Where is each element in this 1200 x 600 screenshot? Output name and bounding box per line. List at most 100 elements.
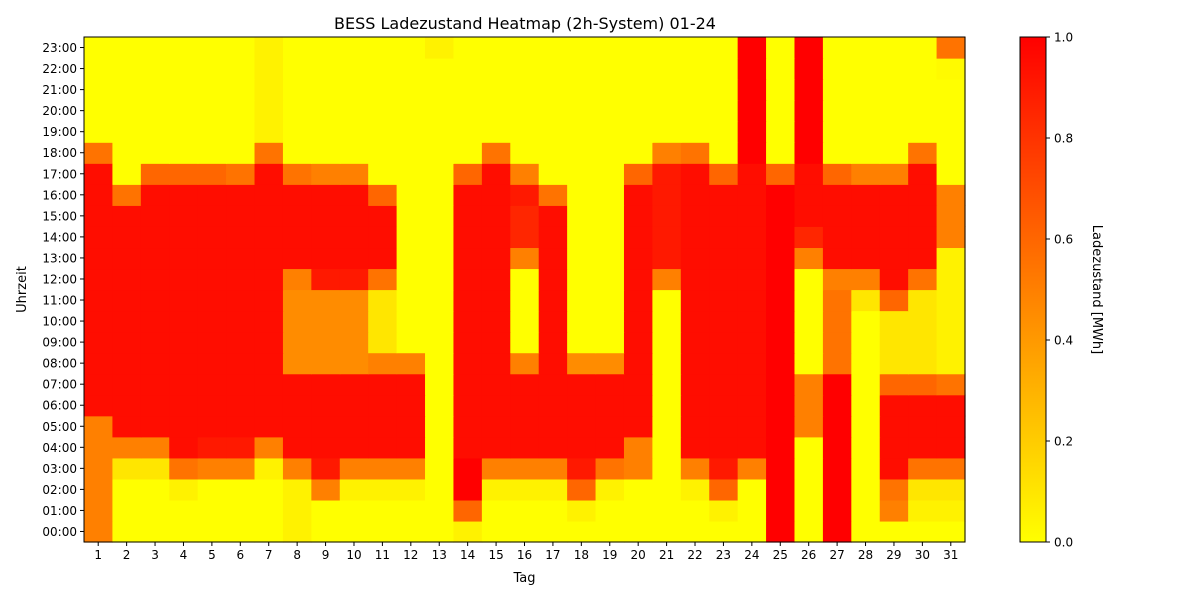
heatmap-cell <box>425 394 455 417</box>
heatmap-cell <box>481 268 511 291</box>
heatmap-cell <box>396 79 426 101</box>
heatmap-cell <box>254 121 284 143</box>
heatmap-cell <box>339 310 369 333</box>
heatmap-cell <box>226 499 256 522</box>
heatmap-cell <box>481 520 511 543</box>
colorbar-tick-label: 0.6 <box>1054 233 1073 247</box>
heatmap-cell <box>652 331 682 354</box>
heatmap-cell <box>936 205 966 227</box>
x-tick-label: 15 <box>488 548 503 562</box>
x-tick-label: 17 <box>545 548 560 562</box>
heatmap-cell <box>84 415 114 438</box>
heatmap-cell <box>169 121 199 143</box>
heatmap-cell <box>709 205 739 227</box>
heatmap-cell <box>851 352 881 375</box>
y-tick-label: 10:00 <box>42 315 77 329</box>
heatmap-cell <box>595 142 625 164</box>
heatmap-cell <box>197 58 227 80</box>
heatmap-cell <box>254 394 284 417</box>
heatmap-cell <box>538 394 568 417</box>
heatmap-cell <box>822 373 852 396</box>
heatmap-cell <box>339 352 369 375</box>
y-tick-label: 22:00 <box>42 62 77 76</box>
heatmap-cell <box>908 310 938 333</box>
heatmap-cell <box>425 373 455 396</box>
y-tick-label: 11:00 <box>42 294 77 308</box>
heatmap-cell <box>766 478 796 501</box>
heatmap-cell <box>822 520 852 543</box>
heatmap-cell <box>282 394 312 417</box>
heatmap-cell <box>510 37 540 59</box>
heatmap-cell <box>197 121 227 143</box>
heatmap-cell <box>197 436 227 459</box>
heatmap-cell <box>396 37 426 59</box>
heatmap-cell <box>595 394 625 417</box>
heatmap-cell <box>709 184 739 206</box>
heatmap-cell <box>311 436 341 459</box>
heatmap-cell <box>112 58 142 80</box>
heatmap-cell <box>254 289 284 312</box>
heatmap-cell <box>368 163 398 185</box>
heatmap-cell <box>84 520 114 543</box>
heatmap-cell <box>737 520 767 543</box>
y-tick-label: 06:00 <box>42 399 77 413</box>
heatmap-cell <box>311 415 341 438</box>
heatmap-cell <box>822 121 852 143</box>
heatmap-cell <box>510 58 540 80</box>
heatmap-cell <box>169 247 199 270</box>
heatmap-cell <box>538 331 568 354</box>
heatmap-cell <box>680 289 710 312</box>
heatmap-cell <box>623 142 653 164</box>
heatmap-cell <box>453 310 483 333</box>
heatmap-cell <box>851 415 881 438</box>
heatmap-cell <box>794 184 824 206</box>
heatmap-cell <box>254 268 284 291</box>
heatmap-cell <box>623 499 653 522</box>
heatmap-cell <box>794 499 824 522</box>
heatmap-cell <box>652 436 682 459</box>
heatmap-cell <box>908 205 938 227</box>
heatmap-cell <box>425 478 455 501</box>
heatmap-cell <box>680 37 710 59</box>
heatmap-cell <box>623 289 653 312</box>
heatmap-cell <box>84 247 114 270</box>
heatmap-cell <box>680 100 710 122</box>
heatmap-cell <box>84 163 114 185</box>
heatmap-cell <box>908 268 938 291</box>
heatmap-cell <box>311 520 341 543</box>
heatmap-cell <box>425 226 455 249</box>
heatmap-cell <box>140 373 170 396</box>
x-tick-label: 28 <box>858 548 873 562</box>
heatmap-cell <box>908 100 938 122</box>
x-tick-label: 9 <box>322 548 330 562</box>
chart-title: BESS Ladezustand Heatmap (2h-System) 01-… <box>334 14 716 33</box>
heatmap-cell <box>794 37 824 59</box>
heatmap-cell <box>538 247 568 270</box>
heatmap-cell <box>112 520 142 543</box>
heatmap-cell <box>851 310 881 333</box>
heatmap-cell <box>339 226 369 249</box>
heatmap-cell <box>311 58 341 80</box>
heatmap-cell <box>879 37 909 59</box>
heatmap-cell <box>339 79 369 101</box>
heatmap-cell <box>737 247 767 270</box>
heatmap-cell <box>822 394 852 417</box>
heatmap-cell <box>453 37 483 59</box>
heatmap-cell <box>766 142 796 164</box>
heatmap-cell <box>368 121 398 143</box>
heatmap-cell <box>481 331 511 354</box>
heatmap-cell <box>794 79 824 101</box>
y-tick-label: 02:00 <box>42 483 77 497</box>
heatmap-cell <box>879 478 909 501</box>
heatmap-cell <box>822 331 852 354</box>
heatmap-cell <box>510 352 540 375</box>
heatmap-cell <box>879 394 909 417</box>
y-tick-label: 23:00 <box>42 41 77 55</box>
heatmap-cell <box>680 499 710 522</box>
heatmap-cell <box>766 499 796 522</box>
heatmap-cell <box>282 373 312 396</box>
heatmap-cell <box>595 79 625 101</box>
heatmap-cell <box>822 205 852 227</box>
colorbar-tick-label: 0.0 <box>1054 536 1073 550</box>
heatmap-cell <box>766 394 796 417</box>
